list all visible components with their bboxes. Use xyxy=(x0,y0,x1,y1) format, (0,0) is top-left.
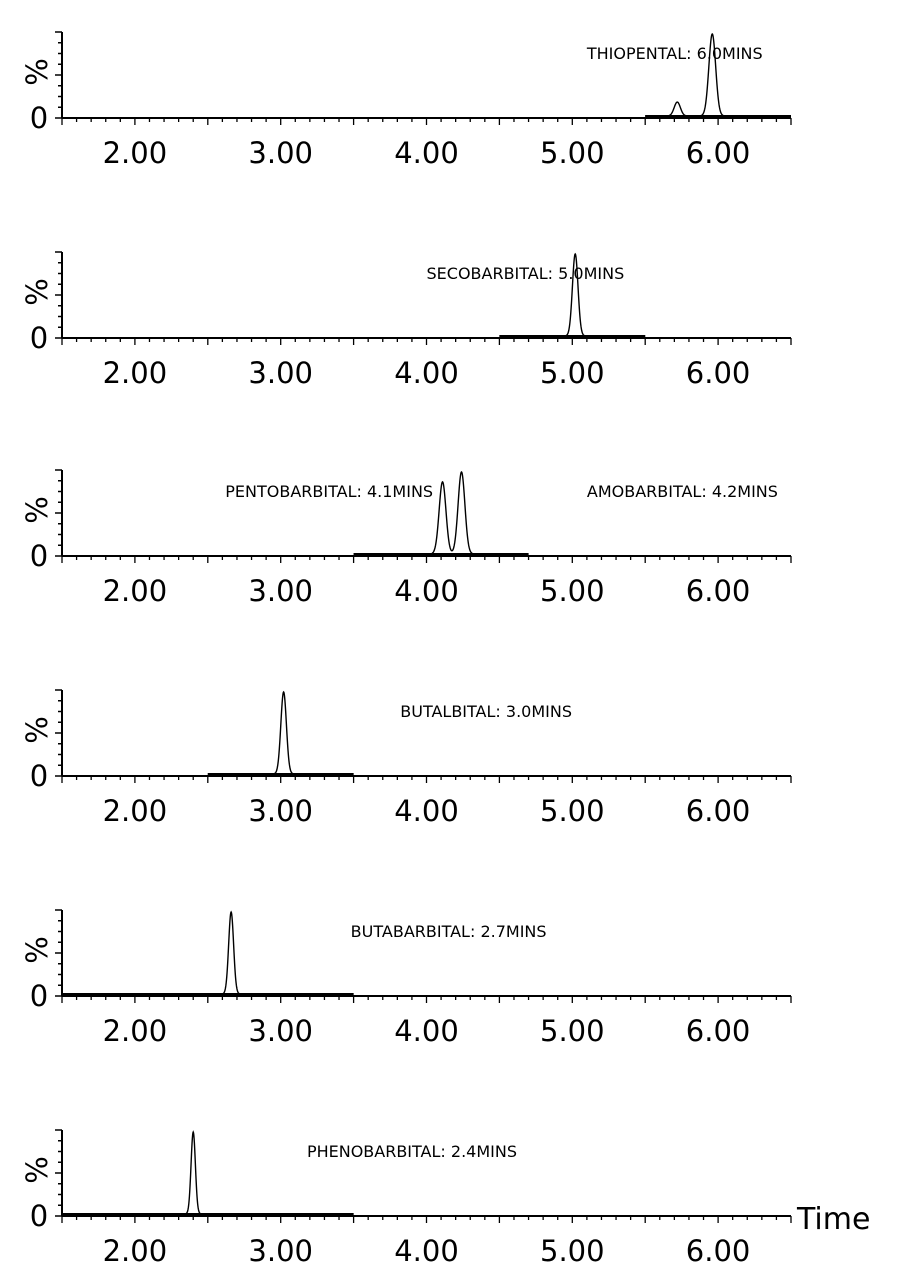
x-tick-label: 3.00 xyxy=(248,794,313,828)
x-tick-label: 4.00 xyxy=(394,1234,459,1268)
peak-label: PHENOBARBITAL: 2.4MINS xyxy=(307,1142,517,1161)
y-axis-label: % xyxy=(20,496,54,524)
y-axis-label: % xyxy=(20,58,54,86)
y-tick-label: 0 xyxy=(30,759,48,793)
y-tick-label: 0 xyxy=(30,1199,48,1233)
x-tick-label: 2.00 xyxy=(103,136,168,170)
y-axis-label: % xyxy=(20,1156,54,1184)
x-tick-label: 2.00 xyxy=(103,794,168,828)
x-axis-label: Time xyxy=(796,1202,870,1237)
x-tick-label: 4.00 xyxy=(394,574,459,608)
chromatogram-panel: 2.00 3.00 4.00 5.00 6.00 0% THIOPENTAL: 6.0MIN… xyxy=(20,31,792,170)
x-tick-label: 4.00 xyxy=(394,794,459,828)
peak-label: AMOBARBITAL: 4.2MINS xyxy=(587,482,778,501)
peak-label: SECOBARBITAL: 5.0MINS xyxy=(427,264,625,283)
x-tick-label: 2.00 xyxy=(103,1234,168,1268)
chromatogram-panel: 2.00 3.00 4.00 5.00 6.00 0% BUTALBITAL: 3.0MIN… xyxy=(20,689,792,828)
x-tick-label: 2.00 xyxy=(103,574,168,608)
x-tick-label: 6.00 xyxy=(686,1014,751,1048)
x-tick-label: 6.00 xyxy=(686,356,751,390)
x-tick-label: 6.00 xyxy=(686,574,751,608)
x-tick-label: 3.00 xyxy=(248,136,313,170)
chromatogram-panel: 2.00 3.00 4.00 5.00 6.00 0% PENTOBARBITAL: 4.1… xyxy=(20,469,792,608)
chromatogram-panel: 2.00 3.00 4.00 5.00 6.00 0% PHENOBARBITAL: 2.4… xyxy=(20,1129,870,1268)
chromatogram-panel: 2.00 3.00 4.00 5.00 6.00 0% BUTABARBITAL: 2.7M… xyxy=(20,909,792,1048)
y-axis-label: % xyxy=(20,936,54,964)
y-tick-label: 0 xyxy=(30,101,48,135)
x-tick-label: 3.00 xyxy=(248,1234,313,1268)
x-tick-label: 3.00 xyxy=(248,356,313,390)
x-tick-label: 5.00 xyxy=(540,136,605,170)
x-tick-label: 3.00 xyxy=(248,1014,313,1048)
y-axis-label: % xyxy=(20,278,54,306)
x-tick-label: 4.00 xyxy=(394,1014,459,1048)
x-tick-label: 5.00 xyxy=(540,1234,605,1268)
peak-label: THIOPENTAL: 6.0MINS xyxy=(586,44,763,63)
y-tick-label: 0 xyxy=(30,539,48,573)
y-tick-label: 0 xyxy=(30,979,48,1013)
x-tick-label: 5.00 xyxy=(540,574,605,608)
x-tick-label: 6.00 xyxy=(686,136,751,170)
x-tick-label: 5.00 xyxy=(540,794,605,828)
x-tick-label: 5.00 xyxy=(540,1014,605,1048)
peak-label: PENTOBARBITAL: 4.1MINS xyxy=(225,482,433,501)
chromatogram-trace xyxy=(62,910,354,995)
x-tick-label: 3.00 xyxy=(248,574,313,608)
peak-label: BUTABARBITAL: 2.7MINS xyxy=(351,922,547,941)
chromatogram-trace xyxy=(207,690,354,775)
x-tick-label: 2.00 xyxy=(103,356,168,390)
x-tick-label: 5.00 xyxy=(540,356,605,390)
x-tick-label: 6.00 xyxy=(686,794,751,828)
y-tick-label: 0 xyxy=(30,321,48,355)
peak-label: BUTALBITAL: 3.0MINS xyxy=(400,702,572,721)
chromatogram-panel: 2.00 3.00 4.00 5.00 6.00 0% SECOBARBITAL: 5.0M… xyxy=(20,251,792,390)
y-axis-label: % xyxy=(20,716,54,744)
x-tick-label: 4.00 xyxy=(394,356,459,390)
x-tick-label: 6.00 xyxy=(686,1234,751,1268)
x-tick-label: 2.00 xyxy=(103,1014,168,1048)
x-tick-label: 4.00 xyxy=(394,136,459,170)
